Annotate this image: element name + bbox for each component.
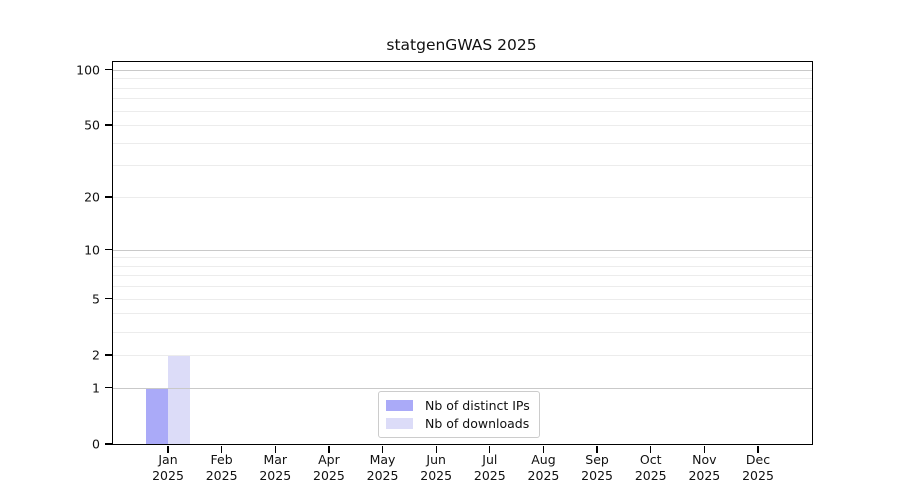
x-tick-mark-jun — [435, 445, 437, 453]
gridline-minor-40 — [113, 142, 812, 144]
y-tick-mark-20 — [105, 196, 112, 198]
x-tick-label-mar: Mar 2025 — [259, 452, 291, 483]
x-tick-label-nov: Nov 2025 — [688, 452, 720, 483]
gridline-minor-9 — [113, 257, 812, 259]
month-label: Sep — [585, 452, 609, 467]
year-label: 2025 — [527, 467, 560, 483]
y-tick-label-50: 50 — [84, 117, 100, 133]
year-label: 2025 — [420, 467, 453, 483]
x-tick-label-oct: Oct 2025 — [635, 452, 667, 483]
plot-area: 0 1 2 5 10 20 50 100 Jan 2025 Feb 2025 Mar 2025 Apr 202… — [76, 61, 813, 483]
y-tick-label-10: 10 — [84, 242, 100, 257]
x-tick-label-aug: Aug 2025 — [528, 452, 560, 483]
bar-distinct-ips-jan — [146, 387, 168, 444]
year-label: 2025 — [581, 467, 613, 483]
y-tick-mark-100 — [105, 69, 112, 71]
x-tick-mark-apr — [328, 445, 330, 453]
x-tick-label-dec: Dec 2025 — [742, 452, 774, 483]
month-label: Jun — [426, 452, 446, 467]
year-label: 2025 — [313, 467, 345, 483]
x-tick-label-jun: Jun 2025 — [420, 452, 452, 483]
year-label: 2025 — [152, 467, 184, 483]
year-label: 2025 — [205, 467, 238, 483]
gridline-major-10 — [113, 249, 812, 251]
y-tick-label-100: 100 — [76, 62, 100, 78]
y-tick-label-20: 20 — [84, 189, 100, 205]
month-label: Nov — [692, 452, 717, 467]
month-label: Dec — [745, 452, 771, 467]
y-tick-mark-5 — [105, 298, 112, 300]
bar-downloads-jan — [168, 354, 190, 444]
month-label: May — [369, 452, 396, 467]
legend-item-distinct-ips: Nb of distinct IPs — [386, 396, 530, 414]
month-label: Jan — [158, 452, 178, 467]
legend-item-downloads: Nb of downloads — [386, 414, 530, 432]
y-tick-mark-10 — [105, 248, 112, 251]
gridline-major-100 — [113, 69, 812, 71]
gridline-minor-30 — [113, 165, 812, 167]
gridline-minor-3 — [113, 331, 812, 333]
month-label: Feb — [210, 452, 233, 467]
gridline-major-1 — [113, 387, 812, 389]
chart-title: statgenGWAS 2025 — [386, 36, 537, 54]
x-tick-mark-may — [381, 445, 384, 453]
x-tick-mark-sep — [596, 445, 598, 453]
gridline-minor-8 — [113, 265, 812, 267]
y-tick-label-2: 2 — [92, 347, 100, 363]
y-tick-label-5: 5 — [92, 291, 100, 307]
month-label: Apr — [318, 452, 340, 467]
gridline-minor-20 — [113, 197, 812, 199]
x-tick-mark-oct — [650, 445, 652, 453]
legend-label-downloads: Nb of downloads — [425, 415, 530, 431]
month-label: Jul — [482, 452, 498, 467]
legend-swatch-downloads — [386, 417, 413, 429]
gridline-minor-7 — [113, 275, 812, 277]
legend-swatch-distinct-ips — [386, 399, 413, 411]
legend-label-distinct-ips: Nb of distinct IPs — [425, 397, 530, 413]
year-label: 2025 — [259, 467, 292, 483]
y-tick-mark-2 — [105, 354, 112, 356]
y-tick-label-0: 0 — [92, 436, 100, 452]
legend: Nb of distinct IPs Nb of downloads — [378, 391, 540, 438]
x-tick-mark-jan — [167, 445, 169, 453]
y-tick-mark-50 — [105, 124, 112, 126]
gridline-minor-50 — [113, 125, 812, 127]
gridline-minor-5 — [113, 298, 812, 300]
year-label: 2025 — [366, 467, 399, 483]
x-tick-label-jul: Jul 2025 — [474, 452, 506, 483]
x-tick-mark-jul — [489, 445, 491, 453]
x-tick-mark-feb — [220, 445, 223, 453]
month-label: Oct — [639, 452, 662, 467]
gridline-minor-2 — [113, 354, 812, 356]
gridline-minor-4 — [113, 313, 812, 315]
gridline-minor-60 — [113, 110, 812, 112]
x-tick-label-apr: Apr 2025 — [313, 452, 345, 483]
gridline-minor-6 — [113, 286, 812, 288]
gridline-minor-70 — [113, 98, 812, 100]
month-label: Aug — [531, 452, 556, 467]
x-tick-label-feb: Feb 2025 — [206, 452, 238, 483]
y-tick-label-1: 1 — [92, 380, 100, 396]
month-label: Mar — [263, 452, 288, 467]
year-label: 2025 — [742, 467, 774, 483]
gridline-minor-80 — [113, 87, 812, 89]
year-label: 2025 — [473, 467, 506, 483]
gridline-minor-90 — [113, 78, 812, 80]
x-tick-mark-nov — [703, 445, 705, 453]
x-tick-mark-dec — [757, 445, 759, 453]
x-tick-label-may: May 2025 — [367, 452, 399, 483]
year-label: 2025 — [688, 467, 721, 483]
x-tick-mark-mar — [274, 445, 276, 453]
year-label: 2025 — [634, 467, 667, 483]
y-tick-mark-0 — [105, 443, 112, 445]
y-tick-mark-1 — [105, 387, 112, 389]
x-tick-mark-aug — [542, 445, 545, 453]
x-tick-label-sep: Sep 2025 — [581, 452, 613, 483]
x-tick-label-jan: Jan 2025 — [152, 452, 184, 483]
